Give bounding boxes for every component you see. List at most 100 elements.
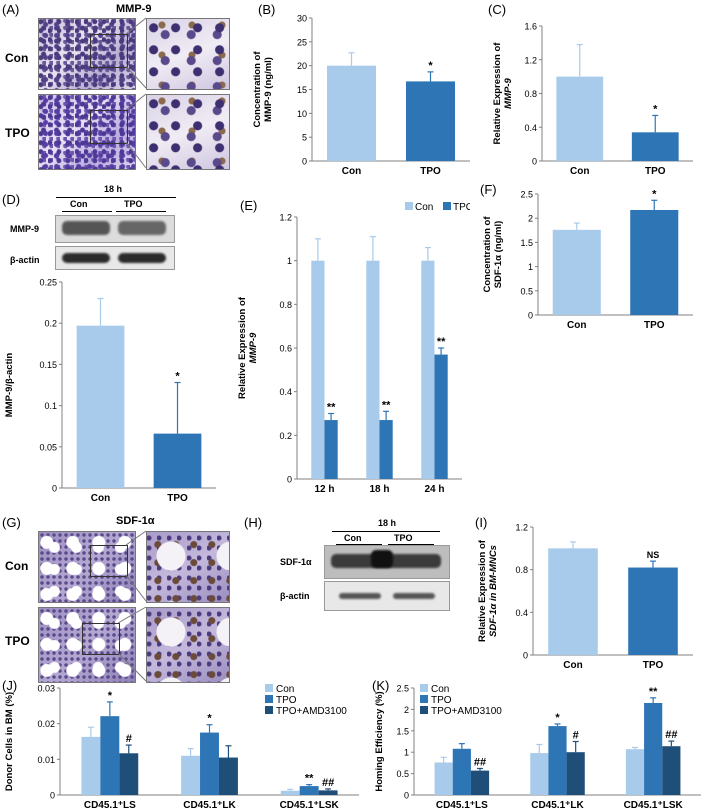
blot-h-time: 18 h xyxy=(378,518,397,528)
zoom-lines-g xyxy=(117,530,147,682)
chart-e-bar xyxy=(434,354,448,479)
chart-b-x-tick-label: TPO xyxy=(420,166,441,177)
chart-e-x-tick-label: 12 h xyxy=(314,484,334,495)
chart-k-y-tick-label: 1.5 xyxy=(396,726,409,736)
chart-j-bar xyxy=(299,786,319,795)
chart-c-y-tick-label: 1.6 xyxy=(524,22,537,32)
panel-f-label: (F) xyxy=(480,182,497,197)
chart-k-legend-swatch xyxy=(420,684,428,692)
blot-h-strip-sdf xyxy=(324,545,450,579)
chart-k-y-tick-label: 1 xyxy=(404,748,409,758)
chart-i-bar xyxy=(628,567,678,655)
chart-d-x-tick-label: Con xyxy=(91,493,110,504)
chart-j-legend-swatch xyxy=(265,706,273,714)
panel-d: (D) 18 h Con TPO MMP-9 β-actin xyxy=(0,180,230,270)
panel-g-row-con: Con xyxy=(5,559,29,573)
micrograph-a-con-high xyxy=(146,18,230,90)
chart-b-y-tick-label: 25 xyxy=(297,37,307,47)
blot-d-lane-con: Con xyxy=(70,199,88,209)
chart-c-x-tick-label: TPO xyxy=(645,166,666,177)
chart-k-y-tick-label: 2.5 xyxy=(396,684,409,694)
chart-e-significance: ** xyxy=(327,402,336,414)
chart-j-x-tick-label: CD45.1⁺LS xyxy=(84,800,136,811)
chart-j-bar xyxy=(119,753,139,795)
chart-k-bar xyxy=(566,752,585,795)
chart-b-y-tick-label: 5 xyxy=(302,133,307,143)
zoom-lines-a xyxy=(125,17,147,169)
blot-h-lane-line-tpo xyxy=(388,544,434,545)
chart-j-bar xyxy=(200,732,219,795)
chart-i-y-tick-label: 0.4 xyxy=(515,608,528,618)
chart-k-legend-swatch xyxy=(420,695,428,703)
panel-j-label: (J) xyxy=(2,678,18,693)
zoom-box-g-con xyxy=(90,545,128,577)
chart-i-x-tick-label: TPO xyxy=(643,660,664,671)
chart-c-bar xyxy=(556,76,604,161)
chart-j: 0 0.01 0.02 0.03 Donor Cells in BM (%) * # CD45… xyxy=(4,684,359,811)
zoom-box-a-tpo xyxy=(90,110,128,144)
chart-k-y-tick-label: 0.5 xyxy=(396,769,409,779)
chart-c: 0 0.4 0.8 1.2 1.6 Relative Expression ofMMP-9… xyxy=(492,22,693,177)
chart-j-legend-label: TPO+AMD3100 xyxy=(276,706,347,717)
chart-k-significance: ## xyxy=(665,729,677,741)
chart-e-legend-label: Con xyxy=(415,202,433,213)
panel-b-label: (B) xyxy=(258,2,276,17)
chart-j-legend-label: Con xyxy=(276,684,294,695)
chart-e-bar xyxy=(366,260,380,479)
chart-k: 0 0.5 1 1.5 2 2.5 Homing Efficiency (%) ## CD45.… xyxy=(374,684,701,811)
chart-f-significance: * xyxy=(652,188,657,200)
chart-e: 0 0.2 0.4 0.6 0.8 1 1.2 Relative Expression ofM… xyxy=(237,202,470,495)
chart-j-y-tick-label: 0.03 xyxy=(37,684,55,694)
chart-d-y-tick-label: 0.1 xyxy=(44,401,57,411)
chart-k-y-tick-label: 2 xyxy=(404,705,409,715)
chart-k-y-label: Homing Efficiency (%) xyxy=(374,691,385,791)
chart-f-y-tick-label: 2 xyxy=(528,214,533,224)
chart-b: 0 5 10 15 20 25 30 Concentration ofMMP-9 (ng/ml… xyxy=(252,14,470,177)
blot-d-timeline xyxy=(56,197,176,198)
chart-e-bar xyxy=(379,420,393,479)
chart-b-y-tick-label: 10 xyxy=(297,109,307,119)
chart-e-bar xyxy=(311,260,325,479)
chart-c-significance: * xyxy=(653,103,658,115)
blot-d-time: 18 h xyxy=(104,184,123,194)
blot-d-lane-tpo: TPO xyxy=(124,199,143,209)
panel-a: (A) MMP-9 Con TPO xyxy=(0,0,230,180)
blot-h-band-label-sdf: SDF-1α xyxy=(280,557,312,567)
chart-j-legend-label: TPO xyxy=(276,695,297,706)
blot-h-strip-actin xyxy=(324,581,450,611)
chart-k-significance: ## xyxy=(474,756,486,768)
chart-d-y-label: MMP-9/β-actin xyxy=(4,353,15,418)
chart-e-y-tick-label: 0.4 xyxy=(279,387,292,397)
chart-j-x-tick-label: CD45.1⁺LSK xyxy=(280,800,340,811)
chart-c-y-tick-label: 0 xyxy=(532,157,537,167)
blot-d-band-label-actin: β-actin xyxy=(10,255,40,265)
micrograph-g-con-low xyxy=(38,531,136,603)
chart-k-legend-label: TPO xyxy=(431,695,452,706)
chart-k-x-tick-label: CD45.1⁺LK xyxy=(531,800,584,811)
blot-d-lane-line-con xyxy=(62,211,112,212)
chart-k-x-tick-label: CD45.1⁺LSK xyxy=(624,800,684,811)
blot-h-timeline xyxy=(332,531,440,532)
chart-f-bar xyxy=(630,209,679,315)
chart-k-significance: * xyxy=(555,712,560,724)
chart-j-bar xyxy=(218,757,238,795)
chart-b-bar xyxy=(406,81,455,161)
chart-e-legend-label: TPO xyxy=(453,202,470,213)
chart-c-y-tick-label: 0.4 xyxy=(524,123,537,133)
chart-b-significance: * xyxy=(428,60,433,72)
chart-f-bar xyxy=(552,229,601,315)
chart-e-x-tick-label: 24 h xyxy=(424,484,444,495)
chart-e-significance: ** xyxy=(382,399,391,411)
chart-i-significance: NS xyxy=(647,550,660,560)
chart-j-y-tick-label: 0.01 xyxy=(37,755,55,765)
blot-h-lane-line-con xyxy=(336,544,382,545)
chart-j-significance: ** xyxy=(305,773,314,785)
chart-b-y-tick-label: 30 xyxy=(297,14,307,24)
chart-k-bar xyxy=(434,762,453,795)
chart-k-bar xyxy=(644,702,663,795)
chart-k-bar xyxy=(625,749,645,795)
chart-i-y-tick-label: 0 xyxy=(523,651,528,661)
chart-j-bar xyxy=(280,790,300,795)
chart-j-significance: # xyxy=(126,733,132,745)
chart-k-bar xyxy=(548,726,567,795)
